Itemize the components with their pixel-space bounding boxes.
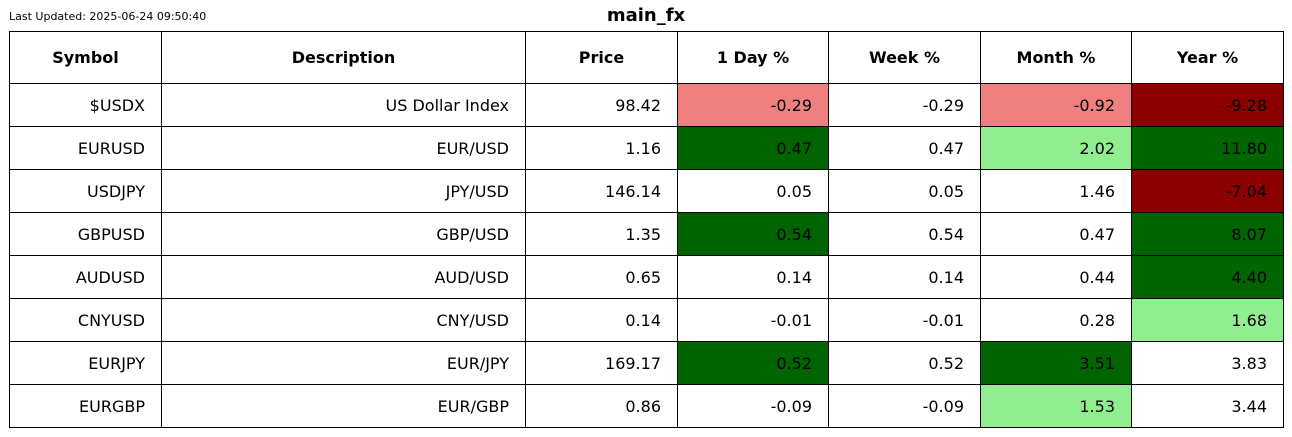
table-row: $USDX US Dollar Index 98.42 -0.29 -0.29 -0.92… — [9, 83, 1284, 127]
cell-week-pct: -0.09 — [828, 384, 981, 428]
cell-price: 0.14 — [525, 298, 678, 342]
cell-week-pct: 0.52 — [828, 341, 981, 385]
cell-price: 1.35 — [525, 212, 678, 256]
header-row: Symbol Description Price 1 Day % Week % … — [9, 31, 1284, 84]
column-header-symbol: Symbol — [9, 31, 162, 84]
cell-description: JPY/USD — [161, 169, 526, 213]
cell-1-day-pct: 0.14 — [677, 255, 829, 299]
cell-year-pct: -9.28 — [1131, 83, 1284, 127]
cell-price: 0.65 — [525, 255, 678, 299]
cell-price: 0.86 — [525, 384, 678, 428]
column-header-week-pct: Week % — [828, 31, 981, 84]
table-row: CNYUSD CNY/USD 0.14 -0.01 -0.01 0.28 1.68 — [9, 298, 1284, 342]
column-header-1-day-pct: 1 Day % — [677, 31, 829, 84]
cell-symbol: AUDUSD — [9, 255, 162, 299]
cell-symbol: USDJPY — [9, 169, 162, 213]
cell-description: US Dollar Index — [161, 83, 526, 127]
cell-month-pct: 3.51 — [980, 341, 1132, 385]
column-header-month-pct: Month % — [980, 31, 1132, 84]
fx-table: Symbol Description Price 1 Day % Week % … — [9, 31, 1284, 428]
table-row: EURUSD EUR/USD 1.16 0.47 0.47 2.02 11.80 — [9, 126, 1284, 170]
cell-symbol: EURUSD — [9, 126, 162, 170]
table-row: GBPUSD GBP/USD 1.35 0.54 0.54 0.47 8.07 — [9, 212, 1284, 256]
cell-price: 146.14 — [525, 169, 678, 213]
cell-year-pct: -7.04 — [1131, 169, 1284, 213]
cell-year-pct: 8.07 — [1131, 212, 1284, 256]
cell-year-pct: 3.83 — [1131, 341, 1284, 385]
last-updated-label: Last Updated: 2025-06-24 09:50:40 — [9, 10, 207, 23]
cell-1-day-pct: -0.01 — [677, 298, 829, 342]
cell-description: GBP/USD — [161, 212, 526, 256]
cell-price: 98.42 — [525, 83, 678, 127]
table-row: EURJPY EUR/JPY 169.17 0.52 0.52 3.51 3.83 — [9, 341, 1284, 385]
column-header-description: Description — [161, 31, 526, 84]
table-row: USDJPY JPY/USD 146.14 0.05 0.05 1.46 -7.04 — [9, 169, 1284, 213]
cell-1-day-pct: -0.09 — [677, 384, 829, 428]
cell-1-day-pct: -0.29 — [677, 83, 829, 127]
cell-1-day-pct: 0.54 — [677, 212, 829, 256]
table-row: AUDUSD AUD/USD 0.65 0.14 0.14 0.44 4.40 — [9, 255, 1284, 299]
table-title: main_fx — [606, 5, 686, 26]
table-row: EURGBP EUR/GBP 0.86 -0.09 -0.09 1.53 3.44 — [9, 384, 1284, 428]
cell-month-pct: 2.02 — [980, 126, 1132, 170]
cell-1-day-pct: 0.05 — [677, 169, 829, 213]
column-header-price: Price — [525, 31, 678, 84]
column-header-year-pct: Year % — [1131, 31, 1284, 84]
cell-year-pct: 1.68 — [1131, 298, 1284, 342]
cell-1-day-pct: 0.47 — [677, 126, 829, 170]
cell-week-pct: 0.05 — [828, 169, 981, 213]
cell-month-pct: 0.44 — [980, 255, 1132, 299]
cell-price: 169.17 — [525, 341, 678, 385]
cell-symbol: GBPUSD — [9, 212, 162, 256]
cell-year-pct: 4.40 — [1131, 255, 1284, 299]
cell-week-pct: -0.01 — [828, 298, 981, 342]
cell-1-day-pct: 0.52 — [677, 341, 829, 385]
cell-week-pct: 0.14 — [828, 255, 981, 299]
cell-month-pct: -0.92 — [980, 83, 1132, 127]
cell-description: AUD/USD — [161, 255, 526, 299]
cell-price: 1.16 — [525, 126, 678, 170]
cell-description: CNY/USD — [161, 298, 526, 342]
table-body: $USDX US Dollar Index 98.42 -0.29 -0.29 -0.92… — [9, 83, 1284, 428]
cell-symbol: $USDX — [9, 83, 162, 127]
cell-description: EUR/GBP — [161, 384, 526, 428]
cell-symbol: EURJPY — [9, 341, 162, 385]
cell-week-pct: 0.47 — [828, 126, 981, 170]
cell-year-pct: 11.80 — [1131, 126, 1284, 170]
cell-month-pct: 0.47 — [980, 212, 1132, 256]
cell-description: EUR/USD — [161, 126, 526, 170]
cell-month-pct: 1.53 — [980, 384, 1132, 428]
cell-month-pct: 0.28 — [980, 298, 1132, 342]
cell-symbol: EURGBP — [9, 384, 162, 428]
cell-week-pct: -0.29 — [828, 83, 981, 127]
cell-month-pct: 1.46 — [980, 169, 1132, 213]
cell-week-pct: 0.54 — [828, 212, 981, 256]
cell-description: EUR/JPY — [161, 341, 526, 385]
cell-symbol: CNYUSD — [9, 298, 162, 342]
cell-year-pct: 3.44 — [1131, 384, 1284, 428]
